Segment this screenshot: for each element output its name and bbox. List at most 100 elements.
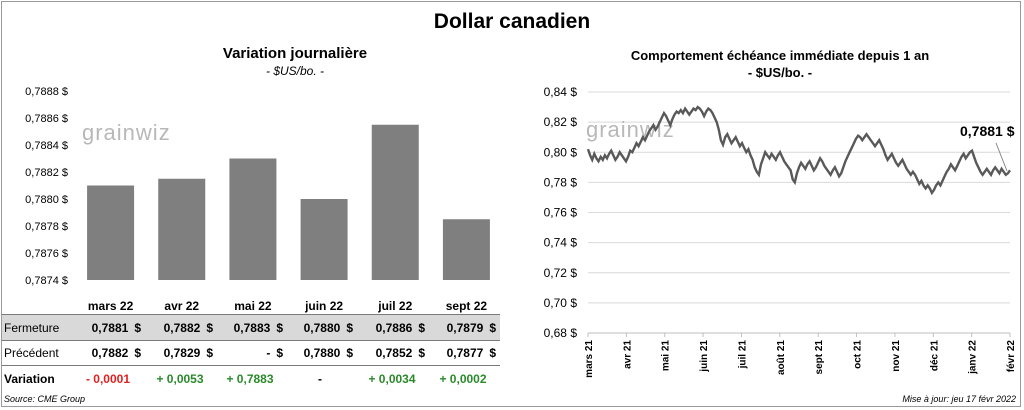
- table-row: Variation - 0,0001 + 0,0053 + 0,7883 - + 0,00…: [2, 366, 500, 391]
- x-tick-label: juil 21: [737, 340, 748, 370]
- cell-value: 0,7881: [91, 321, 129, 335]
- y-tick-label: 0,7878 $: [25, 221, 68, 233]
- bar: [158, 178, 206, 280]
- x-tick-label: déc 21: [929, 340, 940, 372]
- y-tick-label: 0,80 $: [544, 145, 578, 159]
- table-cell: 0,7877 $: [430, 346, 496, 360]
- y-tick-label: 0,68 $: [544, 326, 578, 340]
- cell-value: 0,7880: [303, 346, 341, 360]
- currency-symbol: $: [276, 321, 283, 335]
- right-chart-subtitle: - $US/bo. -: [747, 65, 813, 80]
- cell-value: 0,7882: [163, 321, 201, 335]
- x-tick-label: mars 21: [584, 340, 595, 378]
- cell-value: 0,7882: [91, 346, 129, 360]
- table-cell: 0,7882 $: [75, 346, 141, 360]
- table-cell: + 0,7883: [217, 372, 283, 386]
- cell-value: 0,7879: [446, 321, 484, 335]
- currency-symbol: $: [489, 346, 496, 360]
- currency-symbol: $: [134, 321, 141, 335]
- cell-value: - 0,0001: [85, 372, 131, 386]
- table-cell: -: [287, 372, 353, 386]
- y-tick-label: 0,84 $: [544, 85, 578, 99]
- currency-symbol: $: [489, 321, 496, 335]
- y-tick-label: 0,7876 $: [25, 248, 68, 260]
- x-tick-label: mai 22: [234, 299, 272, 313]
- y-tick-label: 0,7874 $: [25, 275, 68, 287]
- y-tick-label: 0,76 $: [544, 206, 578, 220]
- row-label: Variation: [4, 372, 55, 386]
- cell-value: 0,7877: [446, 346, 484, 360]
- cell-value: 0,7829: [163, 346, 201, 360]
- table-cell: 0,7881 $: [75, 321, 141, 335]
- cell-value: -: [266, 346, 271, 360]
- currency-symbol: $: [276, 346, 283, 360]
- x-tick-label: juin 22: [304, 299, 343, 313]
- update-note: Mise à jour: jeu 17 févr 2022: [902, 394, 1016, 404]
- left-chart-subtitle: - $US/bo. -: [265, 64, 325, 78]
- series-line: [586, 105, 1011, 196]
- line-chart: 0,68 $ 0,70 $ 0,72 $ 0,74 $ 0,76 $ 0,78 $ 0,80…: [544, 85, 1017, 378]
- table-cell: 0,7882 $: [147, 321, 213, 335]
- x-tick-label: oct 21: [853, 340, 864, 369]
- row-label: Précédent: [4, 346, 59, 360]
- y-tick-label: 0,7886 $: [25, 113, 68, 125]
- table-cell: 0,7886 $: [359, 321, 425, 335]
- x-tick-label: juin 21: [699, 340, 710, 373]
- currency-symbol: $: [206, 346, 213, 360]
- bar: [229, 158, 277, 280]
- y-tick-label: 0,70 $: [544, 296, 578, 310]
- cell-value: 0,7883: [233, 321, 271, 335]
- x-tick-label: avr 21: [622, 340, 633, 369]
- table-cell: - 0,0001: [75, 372, 141, 386]
- table-cell: 0,7880 $: [287, 346, 353, 360]
- x-tick-label: mai 21: [661, 340, 672, 372]
- x-tick-label: févr 22: [1006, 340, 1017, 373]
- y-tick-label: 0,7888 $: [25, 86, 68, 98]
- currency-symbol: $: [134, 346, 141, 360]
- currency-symbol: $: [346, 321, 353, 335]
- currency-symbol: $: [206, 321, 213, 335]
- table-cell: - $: [217, 346, 283, 360]
- watermark-logo: grainwiz: [82, 120, 171, 145]
- currency-symbol: $: [418, 346, 425, 360]
- source-note: Source: CME Group: [4, 394, 86, 404]
- y-tick-label: 0,7882 $: [25, 167, 68, 179]
- x-tick-label: sept 21: [814, 340, 825, 375]
- table-cell: 0,7879 $: [430, 321, 496, 335]
- cell-value: + 0,0034: [368, 372, 416, 386]
- x-tick-label: janv 22: [968, 340, 979, 375]
- x-tick-label: nov 21: [891, 340, 902, 372]
- table-cell: + 0,0053: [147, 372, 213, 386]
- cell-value: 0,7852: [375, 346, 413, 360]
- table-cell: + 0,0034: [359, 372, 425, 386]
- last-value-leader: [995, 142, 1008, 172]
- table-row: Fermeture 0,7881 $0,7882 $0,7883 $0,7880 $0,7…: [2, 314, 500, 341]
- y-tick-label: 0,78 $: [544, 175, 578, 189]
- bar: [300, 199, 348, 280]
- left-chart-title: Variation journalière: [222, 45, 368, 62]
- x-tick-label: juil 22: [377, 299, 412, 313]
- last-value-label: 0,7881 $: [960, 123, 1015, 139]
- currency-symbol: $: [418, 321, 425, 335]
- x-tick-label: août 21: [776, 340, 787, 375]
- bar: [87, 185, 135, 280]
- table-cell: 0,7852 $: [359, 346, 425, 360]
- x-tick-label: mars 22: [88, 299, 134, 313]
- bar: [442, 219, 490, 280]
- page-title: Dollar canadien: [433, 10, 591, 33]
- cell-value: 0,7880: [303, 321, 341, 335]
- y-tick-label: 0,74 $: [544, 236, 578, 250]
- row-label: Fermeture: [4, 321, 60, 335]
- table-cell: 0,7883 $: [217, 321, 283, 335]
- x-tick-label: avr 22: [164, 299, 199, 313]
- y-tick-label: 0,7884 $: [25, 140, 68, 152]
- cell-value: 0,7886: [375, 321, 413, 335]
- bar: [371, 124, 419, 280]
- bar-chart: 0,7874 $ 0,7876 $ 0,7878 $ 0,7880 $ 0,7882 $…: [25, 86, 490, 313]
- y-tick-label: 0,82 $: [544, 115, 578, 129]
- y-tick-label: 0,72 $: [544, 266, 578, 280]
- table-cell: + 0,0002: [430, 372, 496, 386]
- right-chart-title: Comportement échéance immédiate depuis 1…: [630, 48, 930, 63]
- cell-value: + 0,0053: [156, 372, 204, 386]
